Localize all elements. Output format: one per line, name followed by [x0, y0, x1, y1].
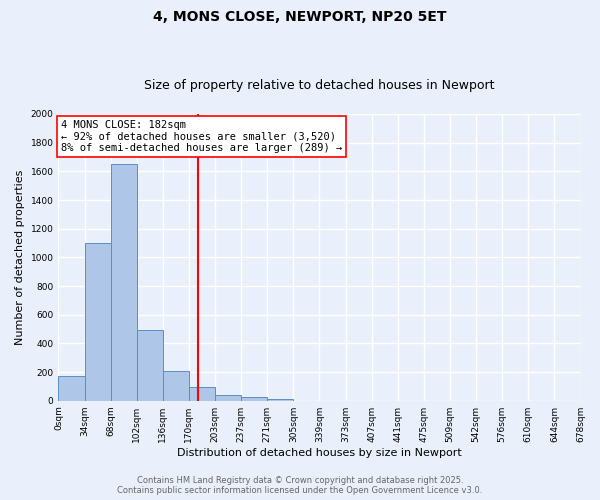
Bar [241, 397, 267, 400]
X-axis label: Distribution of detached houses by size in Newport: Distribution of detached houses by size … [177, 448, 462, 458]
Bar [85, 243, 110, 400]
Bar [267, 398, 293, 400]
Title: Size of property relative to detached houses in Newport: Size of property relative to detached ho… [144, 79, 495, 92]
Text: 4 MONS CLOSE: 182sqm
← 92% of detached houses are smaller (3,520)
8% of semi-det: 4 MONS CLOSE: 182sqm ← 92% of detached h… [61, 120, 342, 153]
Bar [189, 387, 215, 400]
Bar [110, 164, 137, 400]
Text: Contains HM Land Registry data © Crown copyright and database right 2025.
Contai: Contains HM Land Registry data © Crown c… [118, 476, 482, 495]
Text: 4, MONS CLOSE, NEWPORT, NP20 5ET: 4, MONS CLOSE, NEWPORT, NP20 5ET [153, 10, 447, 24]
Bar [137, 330, 163, 400]
Bar [58, 376, 85, 400]
Y-axis label: Number of detached properties: Number of detached properties [15, 170, 25, 345]
Bar [215, 395, 241, 400]
Bar [163, 372, 189, 400]
